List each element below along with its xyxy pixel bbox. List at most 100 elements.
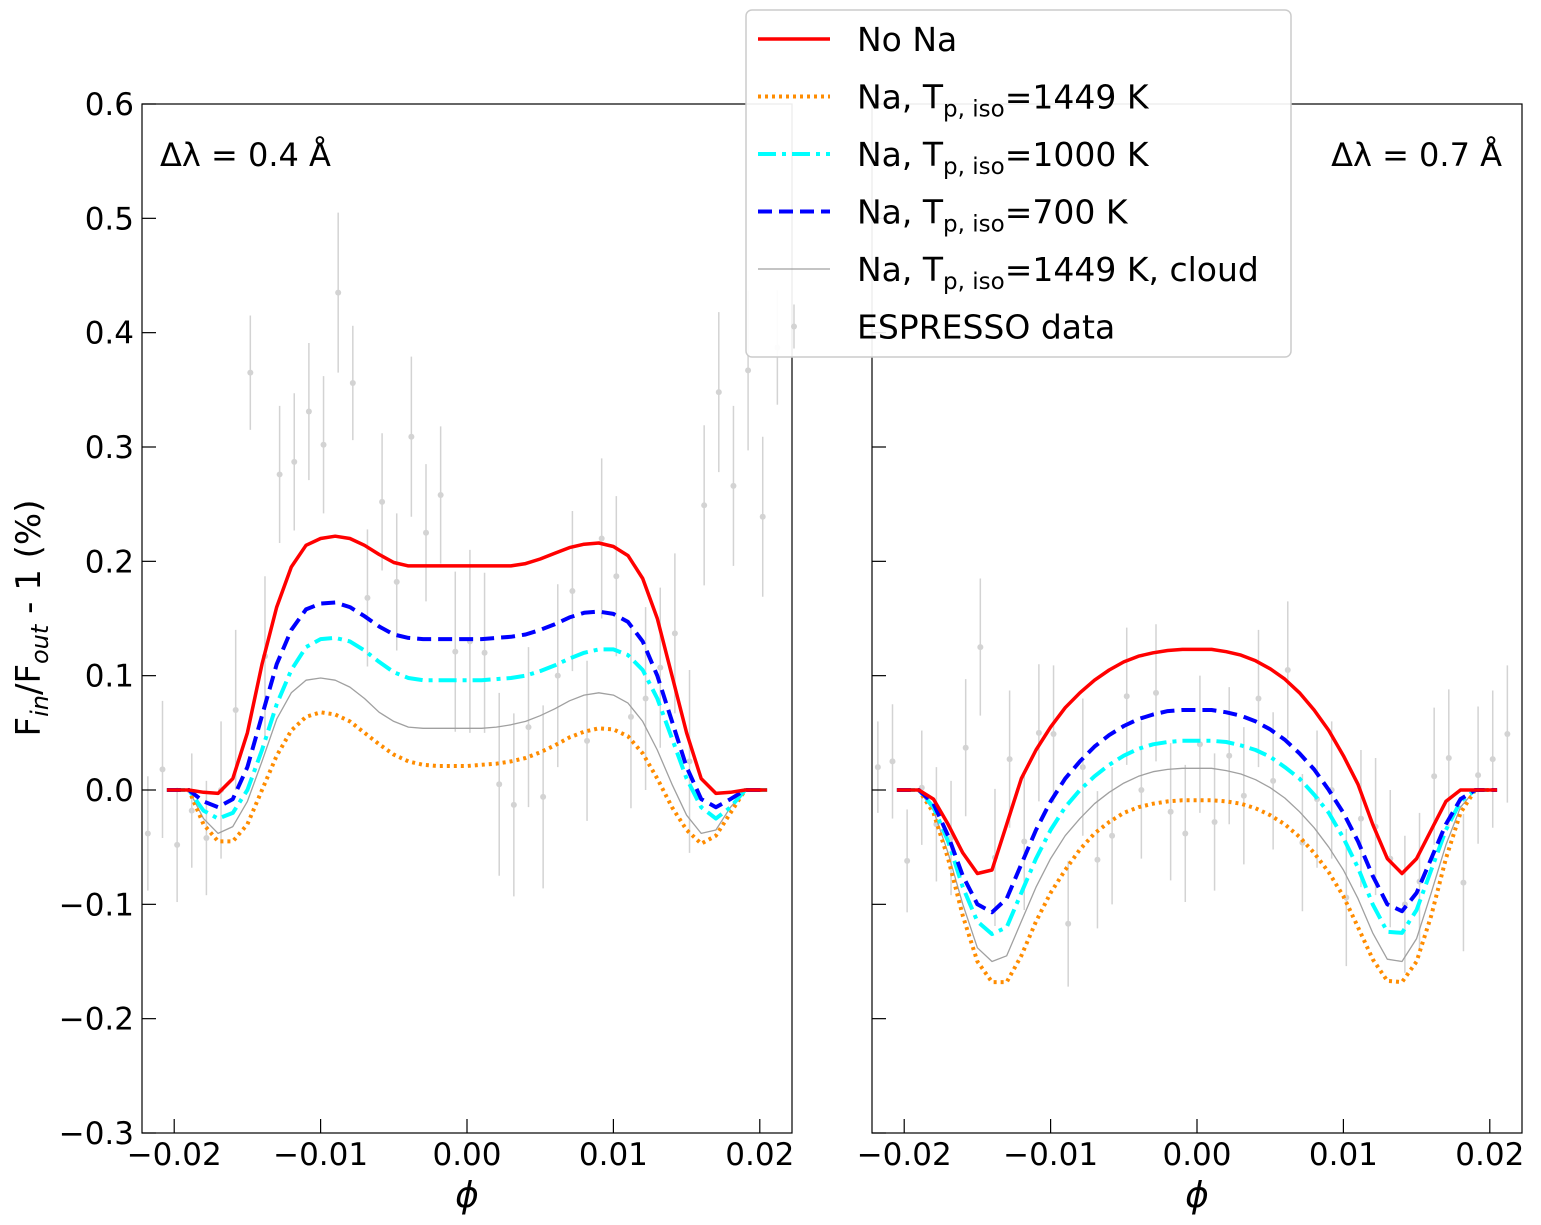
y-tick-label: 0.0 xyxy=(85,773,134,809)
x-axis-label: ϕ xyxy=(455,1175,479,1216)
y-tick-label: −0.1 xyxy=(59,887,134,923)
data-point xyxy=(1211,819,1218,826)
legend-label-main: Na, T xyxy=(857,193,944,232)
data-point xyxy=(276,471,283,478)
data-point xyxy=(203,835,210,842)
series-line xyxy=(166,677,768,835)
legend-label-subscript: p, iso xyxy=(943,269,1005,295)
data-point xyxy=(1153,689,1160,696)
panel-annotation: Δλ = 0.7 Å xyxy=(1331,136,1502,174)
data-point xyxy=(642,695,649,702)
data-point xyxy=(1182,830,1189,837)
data-point xyxy=(701,502,708,509)
data-point xyxy=(1357,815,1364,822)
series-line xyxy=(896,738,1498,937)
x-tick-label: 0.00 xyxy=(1162,1137,1231,1173)
legend-swatch-point xyxy=(791,323,797,330)
series-line xyxy=(166,600,768,810)
series-line xyxy=(896,708,1498,915)
y-axis-label: Fin/Fout - 1 (%) xyxy=(9,500,54,737)
data-point xyxy=(452,648,459,655)
data-point xyxy=(598,535,605,542)
data-point xyxy=(730,482,737,489)
y-tick-label: −0.2 xyxy=(59,1002,134,1038)
data-point xyxy=(1065,920,1072,927)
legend-label: Na, Tp, iso=1449 K, cloud xyxy=(857,250,1259,295)
y-axis-label-mid: /F xyxy=(9,664,49,695)
series-line xyxy=(896,767,1498,963)
data-point xyxy=(247,369,254,376)
x-tick-label: −0.01 xyxy=(273,1137,368,1173)
data-point xyxy=(962,744,969,751)
x-axis-label: ϕ xyxy=(1185,1175,1209,1216)
data-point xyxy=(1123,693,1130,700)
data-point xyxy=(1401,901,1408,908)
y-tick-label: 0.5 xyxy=(85,201,134,237)
x-tick-label: 0.02 xyxy=(1455,1137,1524,1173)
data-point xyxy=(745,367,752,374)
y-tick-label: 0.3 xyxy=(85,430,134,466)
data-point xyxy=(481,649,488,656)
data-point xyxy=(364,594,371,601)
data-point xyxy=(188,807,195,814)
data-point xyxy=(1431,773,1438,780)
data-point xyxy=(540,793,547,800)
data-point xyxy=(144,830,151,837)
data-point xyxy=(423,529,430,536)
data-point xyxy=(1270,777,1277,784)
data-point xyxy=(1138,787,1145,793)
data-point xyxy=(1050,730,1057,737)
data-point xyxy=(525,724,532,731)
data-point xyxy=(1489,756,1496,763)
data-point xyxy=(1475,772,1482,779)
data-point xyxy=(627,713,634,720)
data-point xyxy=(1445,754,1452,761)
y-tick-label: 0.1 xyxy=(85,659,134,695)
data-point xyxy=(1240,792,1247,799)
legend-label: No Na xyxy=(857,20,957,59)
legend-label-subscript: p, iso xyxy=(943,97,1005,123)
x-tick-label: −0.01 xyxy=(1003,1137,1098,1173)
y-tick-label: 0.2 xyxy=(85,544,134,580)
data-point xyxy=(1504,730,1511,737)
data-point xyxy=(1006,756,1013,763)
data-point xyxy=(1167,808,1174,815)
data-point xyxy=(1460,879,1467,886)
data-point xyxy=(496,781,503,788)
y-axis-label-sub1: in xyxy=(26,695,54,717)
data-point xyxy=(174,841,181,848)
data-point xyxy=(408,433,415,440)
legend-label-suffix: =700 K xyxy=(1005,193,1129,232)
legend-label-main: Na, T xyxy=(857,250,944,289)
data-point xyxy=(874,764,881,771)
legend-label-main: No Na xyxy=(857,20,957,59)
x-tick-label: 0.01 xyxy=(1309,1137,1378,1173)
panel-annotation: Δλ = 0.4 Å xyxy=(160,136,331,174)
data-point xyxy=(510,801,517,808)
y-tick-label: 0.4 xyxy=(85,316,134,352)
legend-label: Na, Tp, iso=1449 K xyxy=(857,78,1150,123)
data-point xyxy=(671,630,678,637)
data-point xyxy=(657,664,664,671)
x-tick-label: 0.02 xyxy=(725,1137,794,1173)
legend-label-suffix: =1000 K xyxy=(1005,135,1150,174)
data-point xyxy=(1255,695,1262,702)
data-point xyxy=(335,289,342,296)
x-tick-label: −0.02 xyxy=(857,1137,952,1173)
data-point xyxy=(1109,832,1116,839)
data-point xyxy=(759,513,766,520)
data-point xyxy=(1094,856,1101,863)
data-point xyxy=(715,389,722,396)
y-axis-label-tail: - 1 (%) xyxy=(9,500,49,625)
y-axis-label-sub2: out xyxy=(26,623,54,664)
data-point xyxy=(977,644,984,651)
data-point xyxy=(569,588,576,595)
data-point xyxy=(1035,729,1042,736)
legend-label-main: ESPRESSO data xyxy=(857,308,1115,347)
legend-frame xyxy=(745,9,1292,358)
data-point xyxy=(613,573,620,580)
plot-frame xyxy=(141,103,793,1134)
data-point xyxy=(159,766,166,773)
data-point xyxy=(437,492,444,499)
